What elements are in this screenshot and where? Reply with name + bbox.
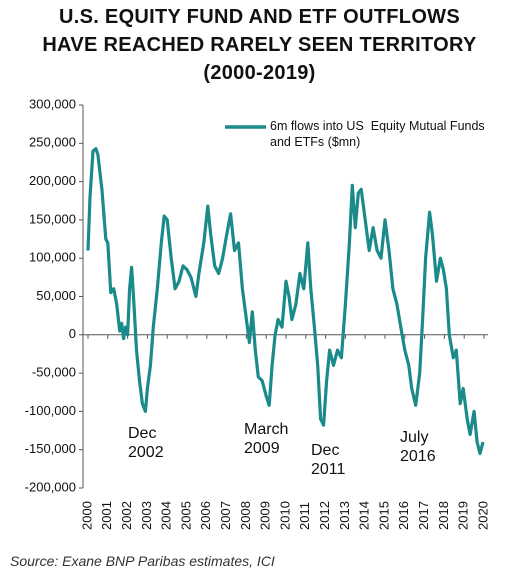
x-tick-label: 2001 [99,501,114,530]
annotation: March 2009 [244,421,289,457]
x-tick-label: 2007 [218,501,233,530]
x-tick-label: 2020 [475,501,490,530]
y-tick-label: 250,000 [29,135,76,150]
legend-label: 6m flows into US Equity Mutual Funds and… [270,119,489,149]
chart-title: U.S. EQUITY FUND AND ETF OUTFLOWS [58,6,460,28]
x-tick-label: 2010 [277,501,292,530]
x-tick-label: 2017 [416,501,431,530]
annotation: Dec 2002 [128,425,164,461]
y-tick-label: 100,000 [29,250,76,265]
annotation: Dec 2011 [311,442,346,478]
y-tick-label: -150,000 [25,441,76,456]
x-tick-label: 2009 [258,501,273,530]
annotation: July 2016 [400,429,436,465]
x-tick-label: 2018 [436,501,451,530]
x-tick-label: 2005 [178,501,193,530]
y-tick-label: -50,000 [32,365,76,380]
y-tick-label: 150,000 [29,211,76,226]
x-tick-label: 2019 [456,501,471,530]
x-tick-label: 2008 [238,501,253,530]
chart-title: (2000-2019) [203,62,316,84]
y-tick-label: 0 [69,326,76,341]
y-tick-label: 200,000 [29,173,76,188]
x-tick-label: 2000 [79,501,94,530]
x-tick-label: 2012 [317,501,332,530]
x-tick-label: 2015 [376,501,391,530]
x-tick-label: 2013 [337,501,352,530]
x-tick-label: 2014 [357,501,372,530]
x-tick-label: 2011 [297,502,312,530]
x-tick-label: 2003 [139,501,154,530]
data-line [86,147,485,456]
source-note: Source: Exane BNP Paribas estimates, ICI [10,553,275,569]
x-tick-label: 2004 [159,501,174,530]
y-tick-label: -100,000 [25,403,76,418]
x-tick-label: 2006 [198,501,213,530]
x-tick-label: 2016 [396,501,411,530]
x-tick-label: 2002 [119,501,134,530]
chart-title: HAVE REACHED RARELY SEEN TERRITORY [42,34,477,56]
y-tick-label: 50,000 [36,288,76,303]
y-tick-label: -200,000 [25,479,76,494]
y-tick-label: 300,000 [29,96,76,111]
